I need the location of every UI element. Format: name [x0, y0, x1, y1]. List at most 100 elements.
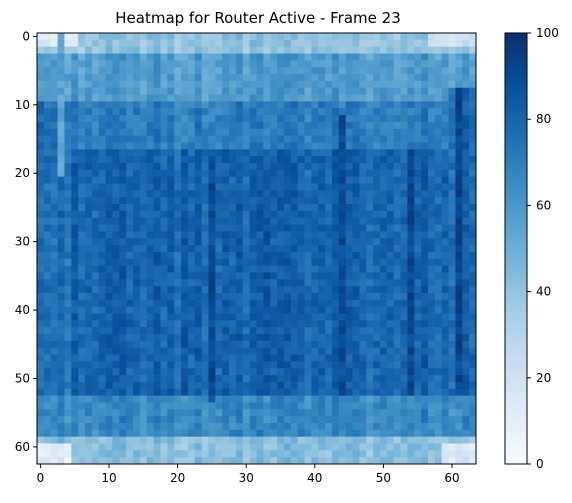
heatmap-cell [400, 375, 408, 383]
heatmap-cell [133, 74, 141, 82]
heatmap-cell [359, 128, 367, 137]
heatmap-cell [338, 375, 347, 383]
heatmap-cell [249, 60, 257, 68]
heatmap-cell [222, 238, 230, 246]
heatmap-cell [43, 388, 52, 396]
heatmap-cell [43, 422, 52, 431]
heatmap-cell [160, 429, 168, 438]
heatmap-cell [400, 327, 408, 335]
heatmap-cell [304, 245, 312, 253]
heatmap-cell [37, 340, 45, 349]
heatmap-cell [105, 375, 113, 383]
heatmap-cell [91, 286, 100, 294]
heatmap-cell [352, 279, 360, 287]
heatmap-cell [64, 94, 72, 102]
heatmap-cell [290, 395, 299, 403]
heatmap-cell [379, 402, 388, 410]
heatmap-cell [256, 204, 264, 212]
heatmap-cell [105, 39, 113, 48]
heatmap-cell [297, 108, 305, 116]
heatmap-cell [379, 53, 388, 61]
heatmap-cell [297, 53, 305, 61]
heatmap-cell [160, 238, 168, 246]
heatmap-cell [119, 190, 127, 198]
heatmap-cell [318, 347, 326, 355]
heatmap-cell [167, 94, 175, 102]
heatmap-cell [359, 80, 367, 89]
heatmap-cell [64, 299, 72, 308]
heatmap-cell [187, 128, 196, 137]
heatmap-cell [215, 94, 223, 102]
heatmap-cell [208, 265, 216, 273]
heatmap-cell [359, 156, 367, 164]
heatmap-cell [160, 33, 168, 41]
heatmap-cell [277, 340, 285, 349]
heatmap-cell [297, 354, 305, 362]
heatmap-cell [194, 334, 203, 342]
heatmap-cell [105, 108, 113, 116]
heatmap-cell [407, 46, 415, 54]
heatmap-cell [421, 265, 429, 273]
heatmap-cell [181, 33, 189, 41]
heatmap-cell [325, 347, 333, 355]
heatmap-cell [126, 265, 134, 273]
heatmap-cell [386, 402, 395, 410]
heatmap-cell [98, 450, 106, 458]
heatmap-cell [126, 416, 134, 424]
heatmap-cell [133, 334, 141, 342]
heatmap-cell [235, 313, 244, 321]
heatmap-cell [400, 128, 408, 137]
colorbar-tick-label: 80 [536, 112, 551, 126]
heatmap-cell [400, 33, 408, 41]
heatmap-cell [421, 402, 429, 410]
heatmap-cell [318, 334, 326, 342]
heatmap-cell [194, 422, 203, 431]
heatmap-cell [167, 74, 175, 82]
heatmap-cell [201, 156, 209, 164]
heatmap-cell [50, 60, 58, 68]
heatmap-cell [448, 272, 456, 280]
heatmap-cell [290, 149, 299, 157]
heatmap-cell [187, 135, 196, 143]
heatmap-cell [43, 306, 52, 314]
heatmap-cell [318, 101, 326, 109]
heatmap-cell [345, 409, 353, 417]
heatmap-cell [229, 224, 237, 232]
heatmap-cell [373, 238, 381, 246]
heatmap-cell [366, 361, 374, 369]
heatmap-cell [249, 142, 257, 150]
heatmap-cell [71, 292, 79, 301]
heatmap-cell [448, 183, 456, 191]
heatmap-cell [64, 183, 72, 191]
heatmap-cell [215, 272, 223, 280]
heatmap-cell [345, 429, 353, 438]
heatmap-cell [215, 39, 223, 48]
heatmap-cell [311, 245, 319, 253]
heatmap-cell [318, 340, 326, 349]
heatmap-cell [469, 402, 477, 410]
heatmap-cell [386, 422, 395, 431]
heatmap-cell [256, 416, 264, 424]
heatmap-cell [434, 443, 443, 451]
heatmap-cell [325, 67, 333, 75]
heatmap-cell [215, 320, 223, 328]
heatmap-cell [283, 409, 292, 417]
heatmap-cell [194, 245, 203, 253]
heatmap-cell [50, 381, 58, 390]
heatmap-cell [448, 299, 456, 308]
heatmap-cell [345, 87, 353, 95]
heatmap-cell [359, 409, 367, 417]
heatmap-cell [91, 204, 100, 212]
heatmap-cell [290, 327, 299, 335]
heatmap-cell [352, 53, 360, 61]
heatmap-cell [242, 313, 251, 321]
heatmap-cell [345, 354, 353, 362]
heatmap-cell [393, 388, 401, 396]
heatmap-cell [297, 121, 305, 130]
heatmap-cell [338, 67, 347, 75]
heatmap-cell [427, 128, 436, 137]
heatmap-cell [352, 115, 360, 123]
heatmap-cell [455, 375, 463, 383]
heatmap-cell [345, 46, 353, 54]
heatmap-cell [345, 183, 353, 191]
